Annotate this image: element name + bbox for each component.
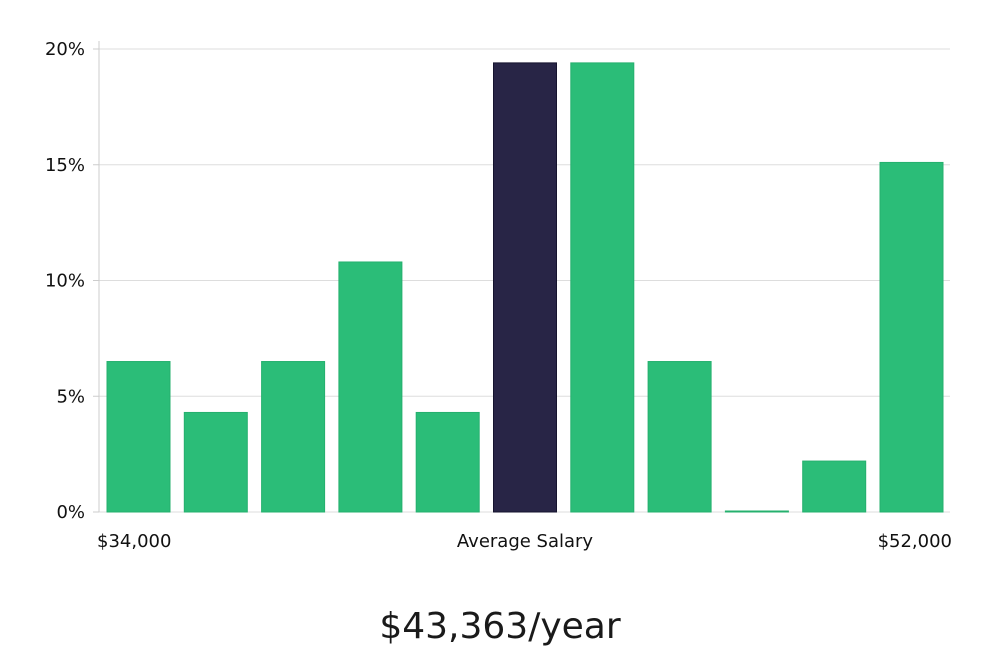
y-tick-label: 10%	[45, 271, 85, 292]
x-label-center: Average Salary	[457, 531, 594, 552]
bar	[879, 161, 944, 513]
bar	[415, 411, 480, 513]
axis-layer: $34,000 Average Salary $52,000 0% 5% 10% 15…	[45, 39, 952, 552]
x-label-right: $52,000	[878, 531, 952, 552]
average-salary-value: $43,363/year	[379, 606, 621, 647]
bar	[647, 361, 712, 513]
bar	[570, 62, 635, 513]
bar-average-salary	[493, 62, 557, 513]
x-label-left: $34,000	[97, 531, 171, 552]
bar	[183, 411, 248, 513]
y-tick-label: 5%	[56, 386, 85, 407]
y-tick-label: 20%	[45, 39, 85, 60]
y-tick-label: 15%	[45, 155, 85, 176]
bar	[338, 261, 403, 513]
y-tick-label: 0%	[56, 502, 85, 523]
bar	[261, 361, 326, 513]
bars-layer	[106, 62, 944, 513]
bar	[724, 510, 789, 513]
bar	[106, 361, 171, 513]
salary-histogram: $34,000 Average Salary $52,000 0% 5% 10% 15…	[45, 39, 952, 552]
bar	[802, 460, 867, 513]
